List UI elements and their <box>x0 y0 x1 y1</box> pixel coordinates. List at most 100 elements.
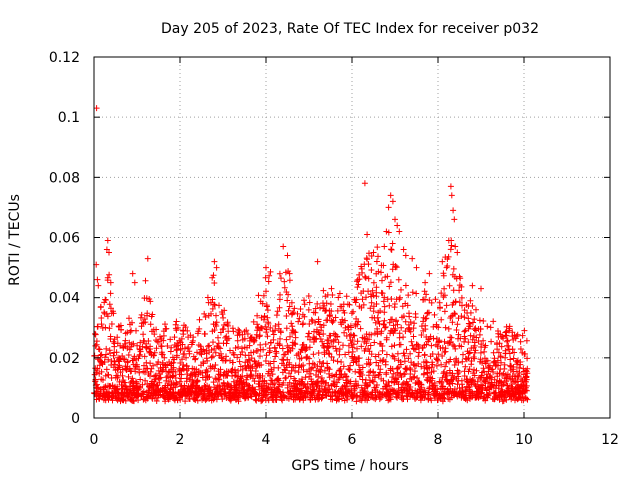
data-point <box>381 324 388 331</box>
data-point <box>270 358 277 365</box>
data-point <box>480 365 487 372</box>
data-point <box>374 314 381 321</box>
data-point <box>272 323 279 329</box>
data-point <box>332 345 339 352</box>
data-point <box>292 367 298 374</box>
data-point <box>263 326 270 333</box>
data-point <box>340 342 346 349</box>
data-point <box>95 282 102 289</box>
data-point <box>137 376 144 383</box>
data-point <box>330 357 337 364</box>
data-point <box>359 296 366 303</box>
data-point <box>112 361 119 368</box>
data-point <box>159 351 166 358</box>
data-point <box>125 352 132 358</box>
data-point <box>383 228 390 235</box>
data-point <box>370 279 377 286</box>
data-point <box>134 342 141 349</box>
data-point <box>290 309 297 316</box>
data-point <box>103 351 109 358</box>
data-point <box>507 356 514 363</box>
data-point <box>287 373 294 380</box>
data-point <box>340 363 347 370</box>
data-point <box>517 338 524 345</box>
data-point <box>301 301 308 308</box>
data-point <box>173 379 180 386</box>
data-point <box>334 379 341 386</box>
data-point <box>235 344 242 350</box>
data-point <box>340 374 346 381</box>
data-point <box>363 340 370 347</box>
data-point <box>423 315 430 322</box>
data-point <box>401 358 408 365</box>
data-point <box>263 352 270 359</box>
data-point <box>455 359 462 366</box>
data-point <box>316 358 323 365</box>
data-point <box>517 346 524 352</box>
data-point <box>149 311 156 318</box>
data-point <box>446 381 452 388</box>
data-point <box>452 243 459 250</box>
data-point <box>92 342 99 349</box>
data-point <box>229 373 236 379</box>
data-point <box>353 358 360 365</box>
data-point <box>312 336 319 343</box>
data-point <box>422 326 429 333</box>
data-point <box>292 341 299 348</box>
data-point <box>490 349 497 356</box>
data-point <box>117 342 124 349</box>
data-point <box>202 314 209 320</box>
data-point <box>398 286 404 293</box>
data-point <box>447 183 454 190</box>
data-point <box>213 264 220 271</box>
data-point <box>212 349 219 356</box>
data-point <box>465 339 472 346</box>
data-point <box>392 263 399 269</box>
data-point <box>379 290 386 297</box>
data-point <box>397 341 404 348</box>
data-point <box>202 331 208 337</box>
data-point <box>462 335 469 342</box>
data-point <box>461 328 468 335</box>
data-point <box>144 255 151 262</box>
data-point <box>374 244 381 251</box>
data-point <box>110 310 117 317</box>
data-point <box>354 338 361 345</box>
data-point <box>470 319 476 326</box>
data-point <box>362 273 368 280</box>
data-point <box>442 345 449 352</box>
data-point <box>336 351 343 358</box>
data-point <box>403 346 410 353</box>
data-point <box>347 331 354 338</box>
data-point <box>280 379 287 386</box>
data-point <box>217 366 224 373</box>
data-point <box>328 308 335 315</box>
data-point <box>183 354 189 361</box>
data-point <box>371 339 378 346</box>
data-point <box>450 342 456 348</box>
data-point <box>487 324 494 331</box>
data-point <box>478 374 485 380</box>
data-point <box>250 318 257 325</box>
data-point <box>415 360 422 367</box>
data-point <box>153 345 160 352</box>
data-point <box>306 299 313 306</box>
data-point <box>349 337 356 343</box>
data-point <box>130 340 137 347</box>
data-point <box>373 293 380 300</box>
data-point <box>119 372 126 379</box>
data-point <box>267 360 274 367</box>
data-point <box>306 330 313 337</box>
data-point <box>389 240 396 247</box>
data-point <box>142 277 149 284</box>
data-point <box>360 301 367 308</box>
data-point <box>269 371 276 378</box>
data-point <box>205 343 211 350</box>
data-point <box>107 333 114 340</box>
data-point <box>163 325 170 332</box>
data-point <box>451 216 458 223</box>
data-point <box>411 368 418 375</box>
data-point <box>263 264 269 271</box>
data-point <box>365 288 372 295</box>
data-point <box>262 358 269 364</box>
